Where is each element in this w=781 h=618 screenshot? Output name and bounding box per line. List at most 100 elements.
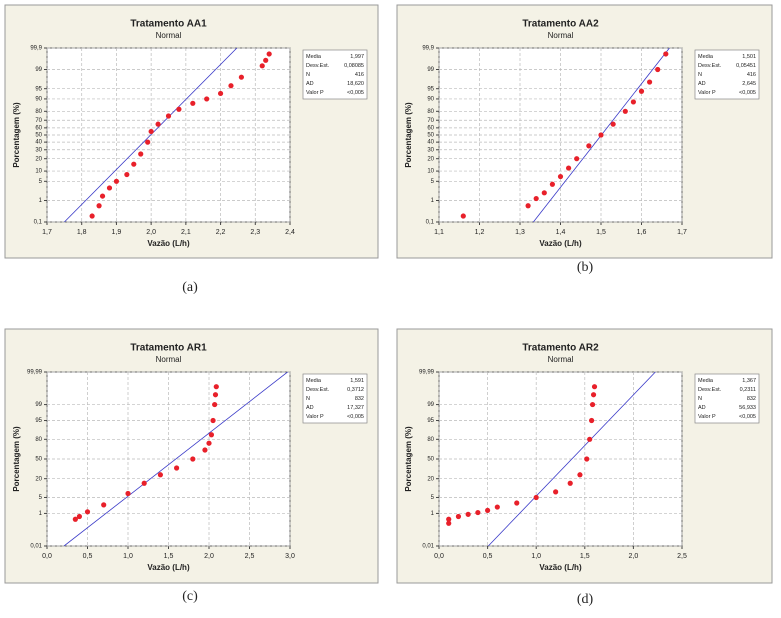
y-tick-label: 80	[35, 437, 42, 443]
data-point	[138, 151, 144, 157]
stats-label: AD	[698, 405, 706, 411]
x-tick-label: 1,0	[123, 553, 133, 560]
x-tick-label: 1,6	[637, 229, 647, 236]
y-tick-label: 99,9	[30, 46, 42, 52]
data-point	[598, 132, 604, 138]
x-tick-label: 1,8	[77, 229, 87, 236]
y-tick-label: 99,99	[27, 370, 43, 376]
y-tick-label: 10	[35, 169, 42, 175]
chart-subtitle: Normal	[548, 355, 574, 364]
y-tick-label: 40	[35, 140, 42, 146]
data-point	[145, 139, 151, 145]
data-point	[131, 161, 137, 167]
y-tick-label: 1	[431, 511, 435, 517]
y-tick-label: 5	[431, 179, 435, 185]
y-tick-label: 50	[427, 133, 434, 139]
y-tick-label: 20	[35, 156, 42, 162]
stats-value: 18,620	[347, 81, 364, 87]
x-axis-label: Vazão (L/h)	[147, 563, 190, 572]
x-tick-label: 1,3	[515, 229, 525, 236]
stats-label: AD	[306, 405, 314, 411]
data-point	[591, 384, 598, 390]
stats-box	[694, 49, 760, 100]
data-point	[533, 494, 539, 501]
stats-label: Desv.Est.	[306, 63, 330, 69]
y-tick-label: 60	[427, 125, 434, 131]
y-tick-label: 70	[35, 118, 42, 124]
data-point	[206, 440, 212, 446]
y-tick-label: 70	[427, 118, 434, 124]
stats-label: N	[698, 72, 702, 78]
chart-title: Tratamento AR1	[130, 343, 207, 354]
data-point	[610, 121, 616, 127]
x-tick-label: 2,1	[181, 229, 191, 236]
stats-label: Media	[306, 54, 322, 60]
chart-subtitle: Normal	[156, 31, 182, 40]
data-point	[176, 106, 182, 112]
y-axis-label: Porcentagem (%)	[12, 426, 21, 492]
stats-label: N	[306, 396, 310, 402]
x-tick-label: 1,5	[580, 553, 590, 560]
y-tick-label: 1	[431, 198, 435, 204]
data-point	[589, 417, 595, 424]
y-axis-label: Porcentagem (%)	[12, 102, 21, 168]
y-tick-label: 10	[427, 169, 434, 175]
y-tick-label: 99,99	[419, 370, 435, 376]
stats-value: 416	[747, 72, 756, 78]
x-tick-label: 1,4	[556, 229, 566, 236]
data-point	[525, 203, 531, 209]
stats-label: N	[306, 72, 310, 78]
data-point	[84, 509, 91, 515]
x-tick-label: 1,5	[596, 229, 606, 236]
x-tick-label: 2,3	[250, 229, 260, 236]
x-tick-label: 1,1	[434, 229, 444, 236]
data-point	[141, 480, 147, 486]
data-point	[553, 489, 559, 495]
y-tick-label: 99	[35, 67, 42, 73]
data-point	[577, 472, 583, 478]
stats-label: Media	[698, 378, 714, 384]
stats-box	[694, 373, 760, 424]
data-point	[217, 90, 224, 97]
y-tick-label: 1	[39, 198, 43, 204]
y-tick-label: 80	[427, 109, 434, 115]
stats-label: Media	[306, 378, 322, 384]
stats-value: 0,08085	[344, 63, 364, 69]
x-tick-label: 1,9	[112, 229, 122, 236]
data-point	[96, 203, 102, 209]
stats-label: Desv.Est.	[698, 63, 722, 69]
y-tick-label: 99	[427, 402, 434, 408]
data-point	[266, 51, 272, 57]
x-tick-label: 1,7	[677, 229, 687, 236]
caption: (a)	[182, 280, 198, 295]
data-point	[494, 504, 500, 510]
stats-value: 0,2311	[740, 387, 756, 393]
stats-value: 1,591	[350, 378, 364, 384]
y-tick-label: 90	[35, 96, 42, 102]
data-point	[587, 436, 593, 442]
stats-label: Valor P	[698, 414, 716, 420]
data-point	[465, 511, 471, 517]
y-tick-label: 20	[35, 476, 42, 482]
stats-value: <0,005	[347, 90, 364, 96]
data-point	[89, 213, 95, 219]
y-tick-label: 20	[427, 156, 434, 162]
data-point	[148, 128, 154, 135]
x-tick-label: 0,0	[434, 553, 444, 560]
y-tick-label: 5	[39, 179, 43, 185]
stats-value: 56,933	[739, 405, 756, 411]
data-point	[238, 74, 244, 80]
caption: (c)	[182, 589, 198, 604]
y-tick-label: 80	[35, 109, 42, 115]
chart-title: Tratamento AA2	[522, 19, 599, 30]
data-point	[208, 432, 215, 438]
y-tick-label: 5	[39, 495, 43, 501]
stats-value: <0,005	[739, 90, 756, 96]
stats-value: 1,997	[350, 54, 364, 60]
data-point	[101, 502, 107, 508]
data-point	[630, 99, 636, 105]
